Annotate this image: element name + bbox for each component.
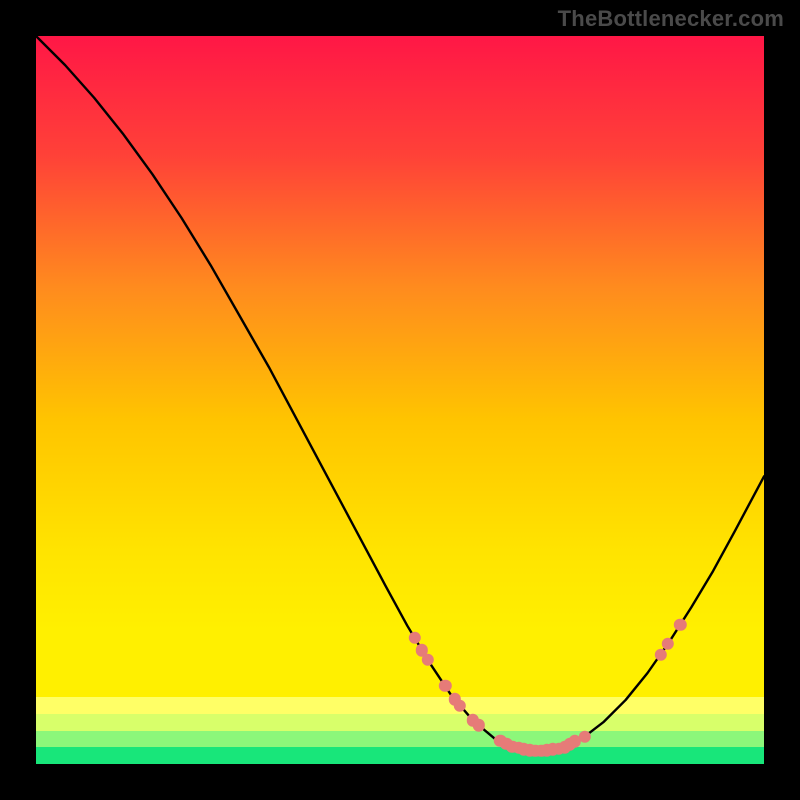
watermark-text: TheBottlenecker.com [558,6,784,32]
plot-area [36,36,764,764]
curve-path [36,36,764,751]
